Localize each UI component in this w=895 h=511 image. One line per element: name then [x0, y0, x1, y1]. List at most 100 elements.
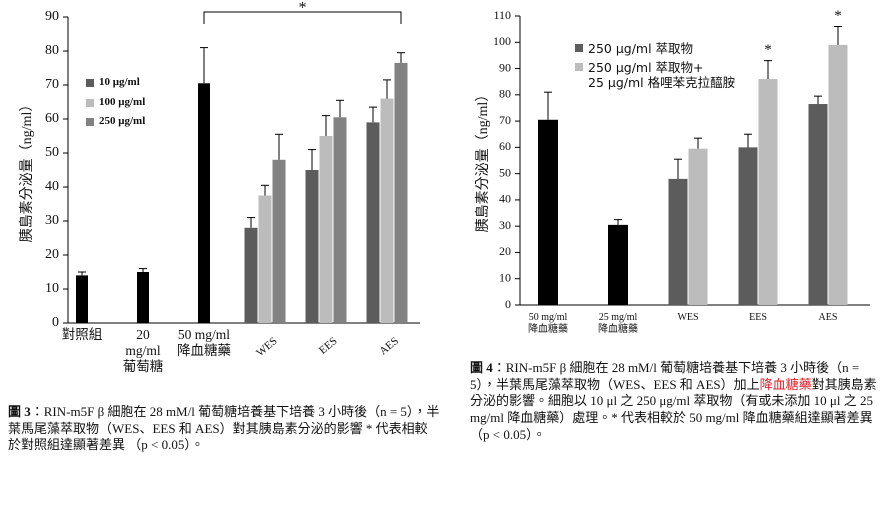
x-tick-label: 50 mg/ml 降血糖藥 [177, 327, 231, 359]
y-tick-label: 20 [499, 244, 511, 258]
figure-caption: 圖 4：RIN-m5F β 細胞在 28 mM/l 葡萄糖培養基下培養 3 小時… [470, 360, 885, 443]
error-bar [764, 60, 772, 80]
y-tick-label: 30 [45, 213, 59, 228]
y-tick-label: 60 [45, 111, 59, 126]
x-tick-label: EES [749, 312, 767, 323]
bar [668, 178, 688, 305]
bar [333, 117, 347, 323]
y-axis-label: 胰島素分泌量（ng/ml） [19, 98, 35, 243]
x-tick-label: 20 mg/ml 葡萄糖 [122, 327, 164, 375]
caption-text: 圖 3 [8, 404, 31, 419]
error-bar [261, 184, 269, 196]
error-bar [834, 26, 842, 45]
error-bar [744, 133, 752, 148]
x-tick-label: WES [677, 312, 699, 323]
error-bar [200, 47, 208, 84]
legend-label: 250 μg/ml 萃取物 [588, 41, 694, 56]
bar [380, 98, 394, 323]
error-bar [336, 99, 344, 118]
legend-label: 250 μg/ml 萃取物+ 25 μg/ml 格哩苯克拉醯胺 [588, 60, 736, 90]
y-tick-label: 90 [499, 60, 511, 74]
significance-mark: * [764, 42, 772, 58]
bar [272, 159, 286, 323]
caption-text: ：RIN-m5F β 細胞在 28 mM/l 葡萄糖培養基下培養 3 小時後（n… [470, 360, 860, 392]
bar [738, 147, 758, 305]
caption-text: 圖 4 [470, 360, 493, 375]
legend-label: 100 μg/ml [99, 95, 146, 108]
y-tick-label: 40 [45, 179, 59, 194]
error-bar [369, 106, 377, 123]
error-bar [383, 79, 391, 99]
y-tick-label: 0 [505, 297, 511, 311]
y-tick-label: 10 [499, 270, 511, 284]
bar [319, 136, 333, 323]
y-tick-label: 20 [45, 247, 59, 262]
bar [198, 83, 210, 323]
significance-mark: * [834, 8, 842, 24]
bar [366, 122, 380, 324]
x-tick-label: 對照組 [61, 327, 103, 342]
bar [394, 62, 408, 324]
y-tick-label: 110 [493, 8, 511, 22]
bar [76, 275, 88, 323]
error-bar [674, 158, 682, 179]
significance-bracket [203, 11, 402, 24]
chart: 0 10 20 30 40 50 60 70 80 90 100 110 胰島素分泌量（ng/ml） * * [475, 8, 870, 311]
bar [828, 44, 848, 306]
error-bar [275, 133, 283, 160]
y-tick-label: 100 [493, 34, 511, 48]
y-tick-label: 90 [45, 9, 59, 24]
error-bar [308, 149, 316, 170]
error-bar [397, 52, 405, 63]
error-bar [247, 217, 255, 228]
bar [808, 104, 828, 305]
legend-item: 250 μg/ml [86, 115, 145, 128]
legend-label: 250 μg/ml [99, 115, 146, 127]
y-tick-label: 60 [499, 139, 511, 153]
bar [758, 79, 778, 306]
caption-text: 對其胰島素分泌的影響。細胞以 10 μl 之 250 μg/ml 萃取物（有或未… [470, 376, 877, 442]
legend-swatch [575, 44, 583, 52]
y-tick-label: 70 [499, 113, 511, 127]
error-bar [614, 219, 622, 225]
error-bar [322, 115, 330, 136]
y-tick-label: 40 [499, 192, 511, 206]
error-bar [544, 91, 552, 120]
y-tick-label: 70 [45, 77, 59, 92]
chart: 0 10 20 30 40 50 60 70 80 90 胰島素分泌量（ng/ml） * [19, 0, 420, 330]
legend-swatch [86, 79, 94, 87]
y-tick-label: 10 [45, 281, 59, 296]
error-bar [139, 268, 147, 272]
legend-item: 100 μg/ml [86, 96, 145, 109]
legend-item: 250 μg/ml 萃取物+ 25 μg/ml 格哩苯克拉醯胺 [575, 60, 735, 90]
bar [608, 224, 628, 305]
x-tick-label: 25 mg/ml 降血糖藥 [598, 312, 638, 335]
caption-text: ：RIN-m5F β 細胞在 28 mM/l 葡萄糖培養基下培養 3 小時後（n… [8, 404, 440, 453]
legend-swatch [86, 98, 94, 107]
y-tick-label: 0 [52, 315, 59, 330]
y-tick-label: 80 [45, 43, 59, 58]
y-tick-label: 80 [499, 87, 511, 101]
bar [137, 272, 149, 323]
caption-text: 降血糖藥 [759, 376, 812, 392]
y-tick-label: 50 [45, 145, 59, 160]
x-tick-label: 50 mg/ml 降血糖藥 [528, 312, 568, 335]
error-bar [694, 137, 702, 149]
error-bar [78, 271, 86, 276]
x-tick-label: AES [818, 312, 838, 323]
y-axis-label: 胰島素分泌量（ng/ml） [475, 88, 491, 233]
y-tick-label: 30 [499, 218, 511, 232]
legend-item: 10 μg/ml [86, 76, 140, 89]
bar [538, 119, 558, 305]
figure-caption: 圖 3：RIN-m5F β 細胞在 28 mM/l 葡萄糖培養基下培養 3 小時… [8, 404, 440, 454]
error-bar [814, 95, 822, 105]
legend-item: 250 μg/ml 萃取物 [575, 41, 693, 56]
bar [305, 170, 319, 323]
legend-label: 10 μg/ml [99, 76, 140, 88]
bar [688, 148, 708, 305]
y-tick-label: 50 [499, 165, 511, 179]
bar [258, 195, 272, 323]
